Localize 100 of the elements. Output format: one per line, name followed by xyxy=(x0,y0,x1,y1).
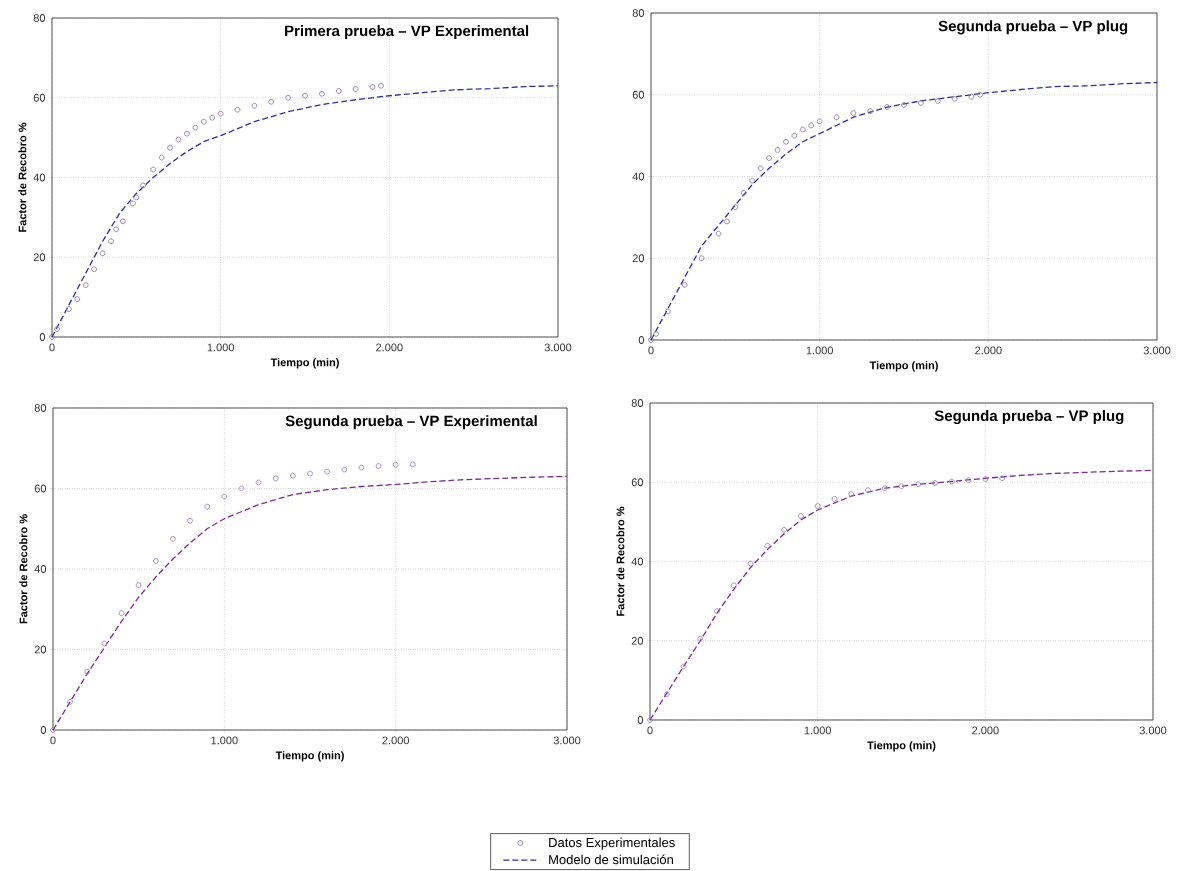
point xyxy=(91,266,98,273)
point xyxy=(732,204,739,211)
point xyxy=(968,93,975,100)
y-tick-label: 0 xyxy=(637,716,644,724)
y-tick-label: 20 xyxy=(632,254,645,263)
point xyxy=(130,200,136,207)
point xyxy=(647,717,653,723)
point xyxy=(158,154,165,161)
point xyxy=(999,475,1005,482)
x-tick-label: 3.000 xyxy=(544,343,572,352)
point xyxy=(749,177,756,184)
chart-title: Primera prueba – VP Experimental xyxy=(285,25,529,40)
point xyxy=(965,477,972,484)
point xyxy=(915,481,922,488)
y-tick-label: 20 xyxy=(34,645,47,654)
point xyxy=(697,635,704,642)
point xyxy=(108,238,114,245)
point xyxy=(251,102,258,109)
y-axis-title: Factor de Recobro % xyxy=(616,506,625,616)
point xyxy=(49,334,55,340)
point xyxy=(833,114,840,121)
point xyxy=(74,296,81,302)
point xyxy=(409,461,416,468)
point xyxy=(268,98,275,105)
y-tick-label: 20 xyxy=(631,636,644,645)
point xyxy=(118,610,125,617)
chart-title: Segunda prueba – VP plug xyxy=(938,20,1128,35)
y-axis-title: Factor de Recobro % xyxy=(19,514,28,624)
point xyxy=(352,86,359,92)
x-tick-label: 2.000 xyxy=(972,726,999,735)
point xyxy=(747,560,754,567)
chart-title: Segunda prueba – VP plug xyxy=(934,410,1124,425)
point xyxy=(831,496,838,502)
point xyxy=(192,124,199,131)
x-tick-label: 3.000 xyxy=(1139,726,1167,735)
y-tick-label: 60 xyxy=(34,484,47,493)
point xyxy=(774,147,781,153)
point xyxy=(140,182,146,189)
y-tick-label: 40 xyxy=(631,557,644,566)
point xyxy=(814,503,821,509)
x-tick-label: 2.000 xyxy=(975,346,1002,355)
point xyxy=(307,470,313,477)
x-axis-title: Tiempo (min) xyxy=(270,358,339,369)
x-tick-label: 0 xyxy=(49,343,55,352)
point xyxy=(255,479,262,486)
legend-label: Modelo de simulación xyxy=(549,854,673,865)
point xyxy=(133,194,140,201)
point xyxy=(715,230,722,237)
point xyxy=(724,218,730,225)
point xyxy=(764,542,771,549)
y-tick-label: 40 xyxy=(33,173,46,182)
y-tick-label: 80 xyxy=(631,399,644,407)
point xyxy=(757,165,764,172)
chart-title: Segunda prueba – VP Experimental xyxy=(285,415,537,430)
point xyxy=(167,144,173,151)
y-tick-label: 60 xyxy=(632,90,645,99)
x-tick-label: 0 xyxy=(50,736,56,745)
point xyxy=(948,478,955,485)
point xyxy=(932,480,938,486)
x-tick-label: 1.000 xyxy=(211,736,238,745)
y-tick-label: 80 xyxy=(632,9,645,17)
point xyxy=(187,517,193,524)
x-tick-label: 2.000 xyxy=(376,343,403,352)
point xyxy=(730,582,737,589)
point xyxy=(799,126,806,133)
point xyxy=(369,84,376,90)
x-tick-label: 0 xyxy=(647,726,653,735)
x-tick-label: 0 xyxy=(648,346,654,355)
point xyxy=(221,493,228,500)
point xyxy=(290,472,296,479)
point xyxy=(66,306,72,312)
point xyxy=(865,487,871,494)
point xyxy=(663,691,670,698)
point xyxy=(113,226,119,233)
point xyxy=(884,104,890,110)
point xyxy=(358,464,365,471)
point xyxy=(766,155,772,161)
x-axis-title: Tiempo (min) xyxy=(275,751,344,762)
line-series xyxy=(649,469,1154,721)
y-tick-label: 60 xyxy=(33,93,46,102)
point xyxy=(84,668,91,675)
y-tick-label: 80 xyxy=(34,404,47,412)
y-tick-label: 0 xyxy=(39,333,46,341)
point xyxy=(798,513,804,519)
point xyxy=(238,485,245,492)
x-axis-title: Tiempo (min) xyxy=(867,741,936,752)
point xyxy=(272,475,279,482)
point xyxy=(175,136,182,143)
point xyxy=(781,526,787,533)
x-tick-label: 1.000 xyxy=(806,346,833,355)
point xyxy=(217,110,224,117)
point xyxy=(808,122,815,129)
point xyxy=(335,88,342,94)
point xyxy=(184,130,190,137)
y-axis-title: Factor de Recobro % xyxy=(18,122,27,232)
point xyxy=(850,110,857,116)
point xyxy=(67,698,73,705)
point xyxy=(918,100,924,106)
point xyxy=(82,282,89,289)
y-tick-label: 0 xyxy=(638,336,645,344)
